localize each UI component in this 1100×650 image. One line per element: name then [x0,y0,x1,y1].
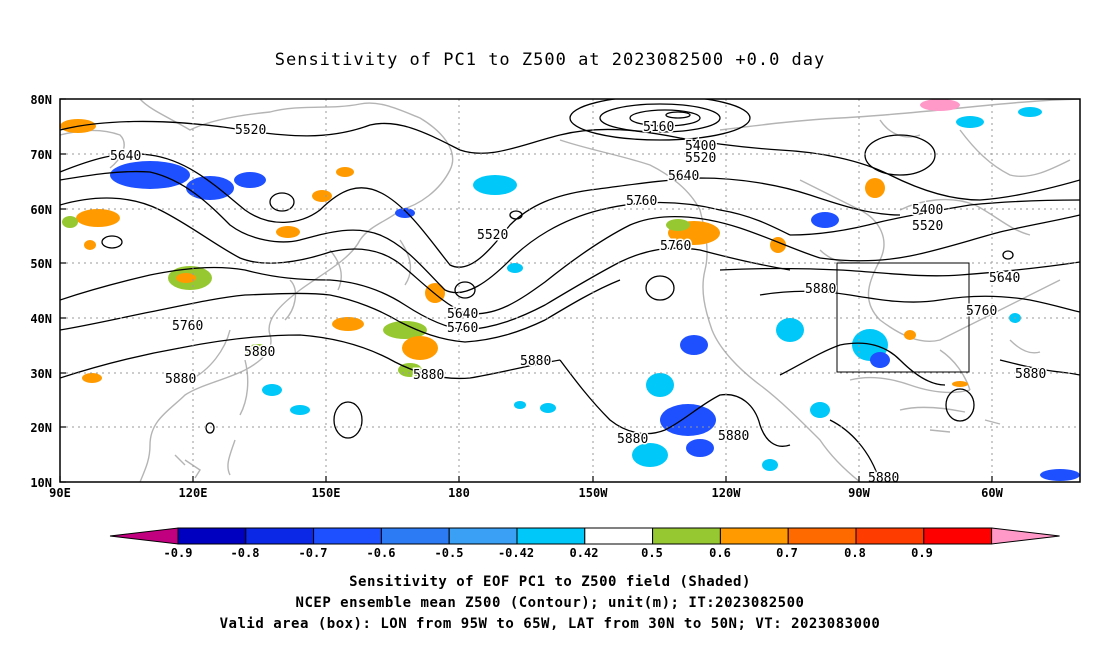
colorbar-tick-label: -0.42 [498,546,534,560]
lon-label: 150E [312,486,341,500]
colorbar-cell [584,527,654,545]
colorbar-tick-label: -0.8 [231,546,260,560]
contour-label: 5760 [966,304,997,319]
axis-ticks [59,98,993,483]
caption-line: NCEP ensemble mean Z500 (Contour); unit(… [295,595,805,611]
contour-label: 5640 [447,307,478,322]
colorbar-tick-label: 0.7 [776,546,798,560]
valid-area-box [836,262,970,373]
colorbar-cell [991,527,1060,545]
longitude-labels: 90E 120E 150E 180 150W 120W 90W 60W [49,486,1003,500]
contour-label: 5520 [235,123,266,138]
contour-label: 5640 [110,149,141,164]
colorbar-tick-label: 0.5 [641,546,663,560]
colorbar-cell [448,527,518,545]
contour-label: 5880 [244,345,275,360]
contour-label: 5760 [660,239,691,254]
caption-line: Sensitivity of EOF PC1 to Z500 field (Sh… [349,574,751,590]
colorbar-tick-label: -0.9 [164,546,193,560]
contour-label: 5880 [520,354,551,369]
colorbar-tick-label: 0.9 [911,546,933,560]
colorbar-tick-label: 0.42 [570,546,599,560]
contour-label: 5760 [626,194,657,209]
lon-label: 90W [848,486,870,500]
lon-label: 60W [981,486,1003,500]
contour-label: 5880 [617,432,648,447]
colorbar-cell [245,527,315,545]
contour-label: 5760 [172,319,203,334]
contour-label: 5880 [805,282,836,297]
contour-label: 5880 [718,429,749,444]
plot-frame [59,98,1081,483]
colorbar-cell [719,527,789,545]
coastlines [60,99,1080,482]
colorbar-tick-label: 0.8 [844,546,866,560]
contour-label: 5520 [685,151,716,166]
contour-label: 5160 [643,120,674,135]
graticule [60,99,1080,482]
map-title: Sensitivity of PC1 to Z500 at 2023082500… [274,50,826,70]
lat-label: 70N [30,148,52,162]
contour-label: 5520 [477,228,508,243]
lat-label: 60N [30,203,52,217]
colorbar-cell [855,527,925,545]
lon-label: 150W [579,486,609,500]
lat-label: 50N [30,257,52,271]
contour-label: 5520 [912,219,943,234]
contour-label: 5400 [685,139,716,154]
contour-label: 5880 [868,471,899,486]
colorbar-cell [313,527,382,545]
caption-line: Valid area (box): LON from 95W to 65W, L… [219,616,881,632]
colorbar-cell [787,527,857,545]
lat-label: 80N [30,93,52,107]
lat-label: 20N [30,421,52,435]
contour-label: 5880 [413,368,444,383]
latitude-labels: 80N 70N 60N 50N 40N 30N 20N 10N [30,93,52,490]
lat-label: 40N [30,312,52,326]
colorbar: -0.9 -0.8 -0.7 -0.6 -0.5 -0.42 0.42 0.5 … [109,527,1060,560]
lon-label: 120E [179,486,208,500]
colorbar-tick-label: -0.6 [367,546,396,560]
contour-label: 5400 [912,203,943,218]
contour-label: 5760 [447,321,478,336]
lon-label: 180 [448,486,470,500]
lat-label: 10N [30,476,52,490]
colorbar-tick-label: -0.7 [299,546,328,560]
contour-label: 5880 [165,372,196,387]
colorbar-cell [109,527,179,545]
colorbar-cell [177,527,247,545]
colorbar-tick-label: -0.5 [435,546,464,560]
colorbar-cell [923,527,993,545]
colorbar-tick-label: 0.6 [709,546,731,560]
figure-caption: Sensitivity of EOF PC1 to Z500 field (Sh… [0,572,1100,635]
sensitivity-shading [60,99,1080,481]
contour-label: 5640 [668,169,699,184]
lon-label: 120W [712,486,742,500]
colorbar-cell [516,527,586,545]
contour-label: 5880 [1015,367,1046,382]
lat-label: 30N [30,367,52,381]
contour-label: 5640 [989,271,1020,286]
colorbar-cell [380,527,450,545]
lon-label: 90E [49,486,71,500]
colorbar-cell [652,527,721,545]
